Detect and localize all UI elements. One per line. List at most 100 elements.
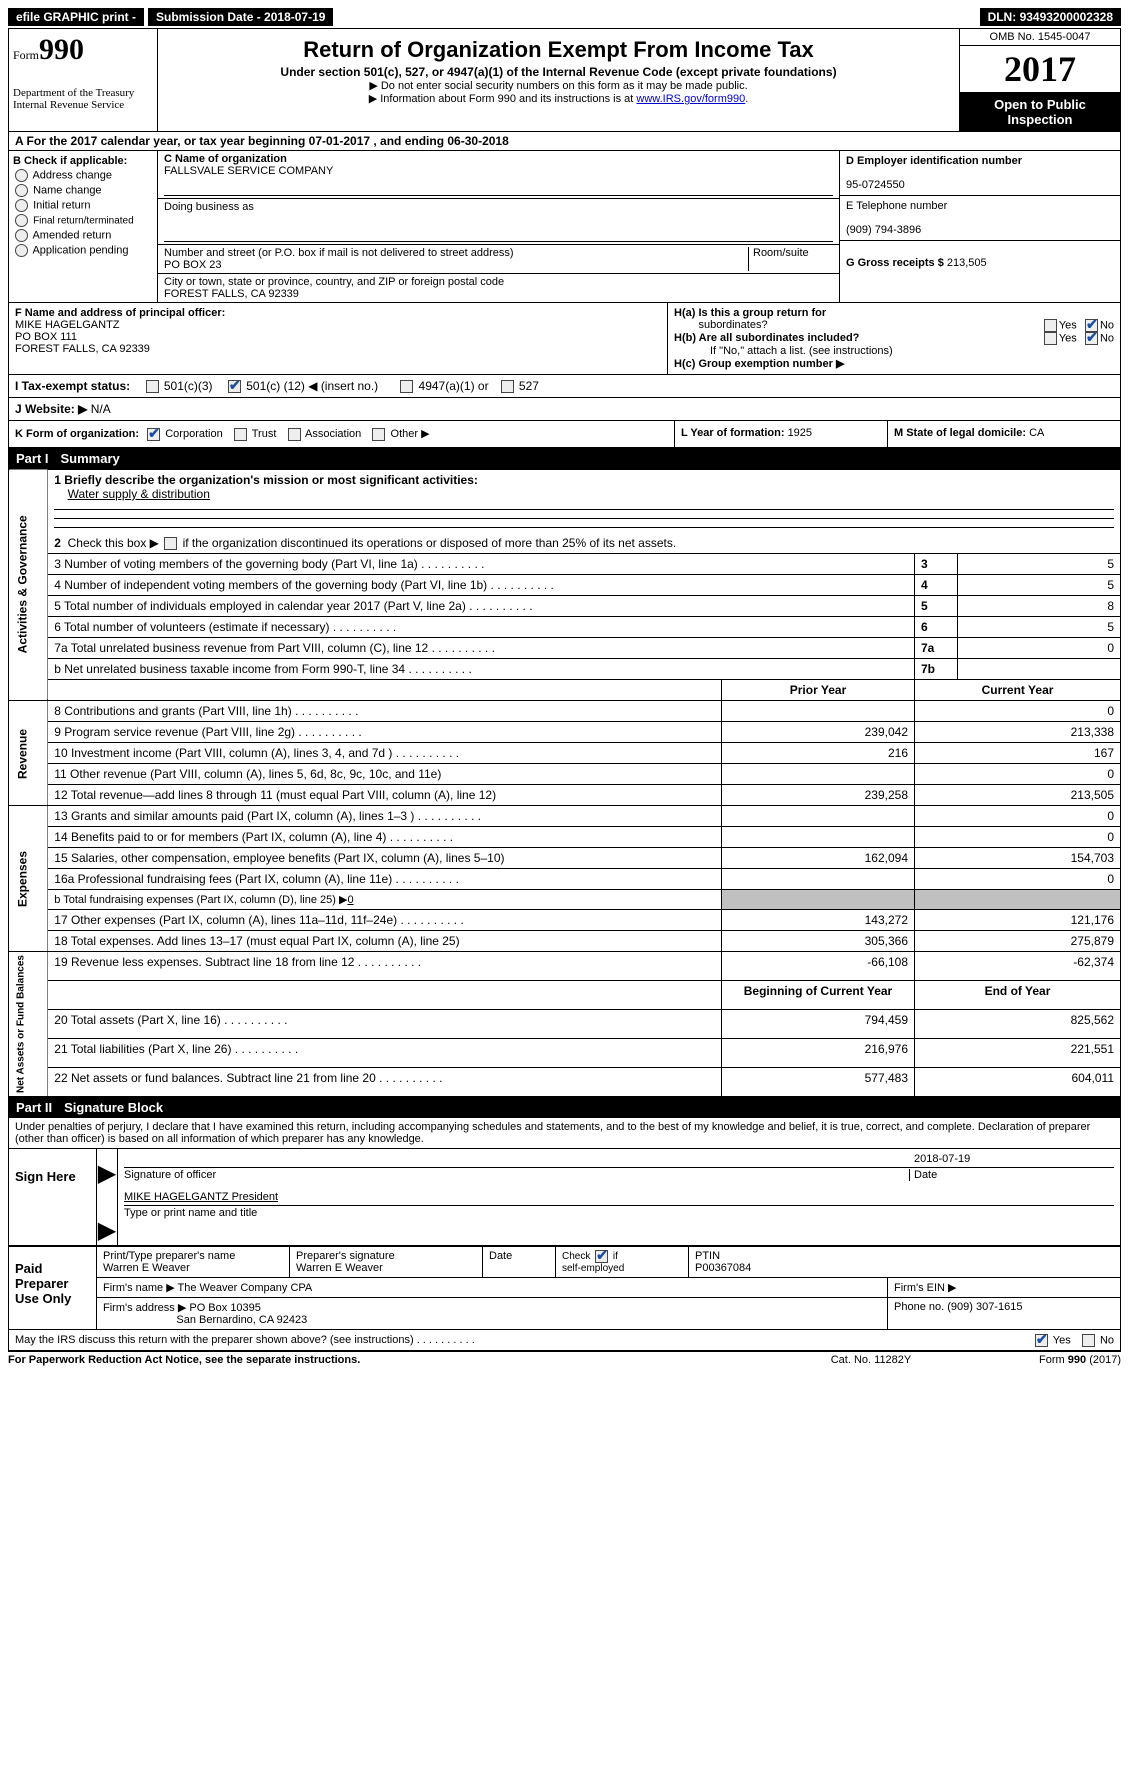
part1-num: Part I [16, 451, 49, 466]
l2: 2 Check this box ▶ if the organization d… [48, 533, 1121, 554]
signature-block: Under penalties of perjury, I declare th… [8, 1118, 1121, 1351]
l5: 5 Total number of individuals employed i… [54, 599, 532, 613]
hb-no[interactable] [1085, 332, 1098, 345]
prep-name-label: Print/Type preparer's name [103, 1250, 235, 1262]
l4: 4 Number of independent voting members o… [54, 578, 554, 592]
l16a: 16a Professional fundraising fees (Part … [54, 872, 459, 886]
irs-link[interactable]: www.IRS.gov/form990 [636, 93, 745, 105]
state-domicile: CA [1029, 427, 1044, 439]
ha-no-lbl: No [1100, 319, 1114, 331]
l7bn: 7b [915, 659, 958, 680]
b-item-2: Initial return [33, 199, 90, 211]
phone-value: (909) 794-3896 [846, 224, 921, 236]
firm-name-label: Firm's name ▶ [103, 1282, 175, 1294]
org-name: FALLSVALE SERVICE COMPANY [164, 165, 333, 177]
l22c: 604,011 [915, 1068, 1121, 1097]
l10: 10 Investment income (Part VIII, column … [54, 746, 459, 760]
room-label: Room/suite [753, 247, 809, 259]
l22: 22 Net assets or fund balances. Subtract… [54, 1071, 442, 1085]
cb-corp[interactable] [147, 428, 160, 441]
top-bar: efile GRAPHIC print - Submission Date - … [8, 8, 1121, 26]
l3v: 5 [958, 554, 1121, 575]
paid-prep-label: Paid Preparer Use Only [9, 1247, 97, 1329]
cb-app-pending[interactable] [15, 244, 28, 257]
l16ap [722, 869, 915, 890]
otp-line1: Open to Public [994, 97, 1086, 112]
prep-name: Warren E Weaver [103, 1262, 190, 1274]
l5v: 8 [958, 596, 1121, 617]
firm-addr1: PO Box 10395 [189, 1302, 261, 1314]
submission-btn[interactable]: Submission Date - 2018-07-19 [148, 8, 333, 26]
side-netassets: Net Assets or Fund Balances [9, 952, 48, 1097]
l8p [722, 701, 915, 722]
col-l: L Year of formation: 1925 [675, 421, 888, 447]
b-item-1: Name change [33, 184, 102, 196]
line-a: A For the 2017 calendar year, or tax yea… [8, 132, 1121, 151]
cb-501c3[interactable] [146, 380, 159, 393]
cb-self-employed[interactable] [595, 1250, 608, 1263]
cb-final-return[interactable] [15, 214, 28, 227]
l12c: 213,505 [915, 785, 1121, 806]
l6n: 6 [915, 617, 958, 638]
l14p [722, 827, 915, 848]
cb-trust[interactable] [234, 428, 247, 441]
i-501c3: 501(c)(3) [164, 379, 213, 393]
b-label: B Check if applicable: [13, 155, 153, 167]
prep-date-label: Date [489, 1250, 512, 1262]
l11p [722, 764, 915, 785]
dept-line1: Department of the Treasury [13, 87, 153, 99]
cb-discontinued[interactable] [164, 537, 177, 550]
k-other: Other ▶ [391, 428, 430, 440]
l19p: -66,108 [722, 952, 915, 981]
perjury-text: Under penalties of perjury, I declare th… [9, 1118, 1120, 1149]
cb-initial-return[interactable] [15, 199, 28, 212]
col-d-e-g: D Employer identification number 95-0724… [839, 151, 1120, 302]
city-value: FOREST FALLS, CA 92339 [164, 288, 299, 300]
omb-number: OMB No. 1545-0047 [960, 29, 1120, 46]
side-revenue: Revenue [9, 701, 48, 806]
hb-yes[interactable] [1044, 332, 1057, 345]
cb-amended[interactable] [15, 229, 28, 242]
sub3-text: ▶ Information about Form 990 and its ins… [369, 93, 637, 105]
i-label: I Tax-exempt status: [15, 379, 130, 393]
year-formation: 1925 [788, 427, 812, 439]
l17c: 121,176 [915, 910, 1121, 931]
h-note: If "No," attach a list. (see instruction… [674, 345, 1114, 357]
l5n: 5 [915, 596, 958, 617]
part2-num: Part II [16, 1100, 52, 1115]
cb-527[interactable] [501, 380, 514, 393]
l7av: 0 [958, 638, 1121, 659]
l13p [722, 806, 915, 827]
l-label: L Year of formation: [681, 427, 788, 439]
cb-other[interactable] [372, 428, 385, 441]
hdr-cur: Current Year [915, 680, 1121, 701]
prep-sig-label: Preparer's signature [296, 1250, 395, 1262]
firm-ein-label: Firm's EIN ▶ [894, 1282, 957, 1294]
page-footer: For Paperwork Reduction Act Notice, see … [8, 1351, 1121, 1366]
hb-label: H(b) Are all subordinates included? [674, 332, 859, 344]
form-title: Return of Organization Exempt From Incom… [164, 37, 953, 63]
part1-title: Summary [61, 451, 120, 466]
l1-label: 1 Briefly describe the organization's mi… [54, 473, 478, 487]
cb-501c[interactable] [228, 380, 241, 393]
section-b-to-g: B Check if applicable: Address change Na… [8, 151, 1121, 303]
cb-address-change[interactable] [15, 169, 28, 182]
cb-4947[interactable] [400, 380, 413, 393]
cb-name-change[interactable] [15, 184, 28, 197]
name-title-label: Type or print name and title [124, 1205, 1114, 1219]
ha-yes[interactable] [1044, 319, 1057, 332]
discuss-no-cb[interactable] [1082, 1334, 1095, 1347]
firm-phone: (909) 307-1615 [947, 1301, 1022, 1313]
officer-printed-name: MIKE HAGELGANTZ President [124, 1191, 1114, 1203]
l4n: 4 [915, 575, 958, 596]
efile-btn[interactable]: efile GRAPHIC print - [8, 8, 144, 26]
dln-value: 93493200002328 [1020, 10, 1113, 24]
l19c: -62,374 [915, 952, 1121, 981]
l3: 3 Number of voting members of the govern… [54, 557, 484, 571]
ptin-label: PTIN [695, 1250, 720, 1262]
l9: 9 Program service revenue (Part VIII, li… [54, 725, 361, 739]
cb-assoc[interactable] [288, 428, 301, 441]
discuss-yes-cb[interactable] [1035, 1334, 1048, 1347]
i-501c-a: 501(c) ( [246, 379, 287, 393]
row-klm: K Form of organization: Corporation Trus… [8, 421, 1121, 448]
